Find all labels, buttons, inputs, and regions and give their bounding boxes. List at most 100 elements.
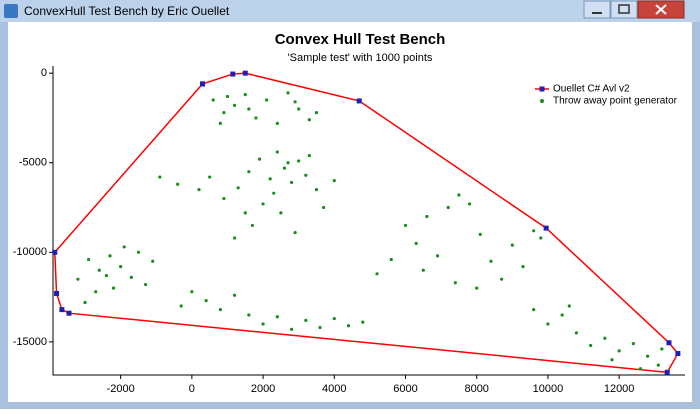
maximize-button[interactable] bbox=[610, 0, 638, 19]
point bbox=[304, 318, 308, 322]
legend-label: Throw away point generator bbox=[553, 96, 678, 107]
hull-vertex bbox=[52, 249, 58, 255]
point bbox=[94, 290, 98, 294]
y-tick-label: 0 bbox=[41, 67, 47, 79]
point bbox=[222, 196, 226, 201]
point bbox=[247, 107, 251, 111]
point bbox=[293, 100, 297, 104]
hull-vertex bbox=[200, 81, 206, 87]
point bbox=[257, 157, 262, 161]
point bbox=[567, 304, 571, 308]
point bbox=[76, 277, 80, 281]
point bbox=[574, 331, 579, 335]
point bbox=[475, 286, 479, 290]
point bbox=[293, 230, 297, 235]
point bbox=[521, 265, 525, 269]
point bbox=[232, 293, 237, 297]
point bbox=[87, 257, 91, 262]
point bbox=[361, 320, 365, 324]
point bbox=[129, 275, 133, 279]
minimize-button[interactable] bbox=[583, 0, 611, 19]
point bbox=[500, 277, 504, 281]
maximize-icon bbox=[618, 4, 630, 14]
point bbox=[289, 180, 294, 185]
point bbox=[304, 173, 308, 177]
point bbox=[457, 193, 461, 197]
point bbox=[560, 313, 564, 317]
close-icon bbox=[655, 4, 667, 15]
x-tick-label: 6000 bbox=[393, 383, 417, 395]
point bbox=[204, 299, 208, 303]
point bbox=[286, 161, 290, 165]
point bbox=[297, 107, 301, 111]
point bbox=[261, 322, 265, 326]
point bbox=[297, 159, 301, 163]
hull-vertex bbox=[356, 98, 362, 104]
point bbox=[631, 342, 635, 346]
hull-vertex bbox=[242, 70, 248, 76]
point bbox=[389, 257, 393, 262]
hull-vertex bbox=[54, 290, 60, 296]
point bbox=[218, 121, 222, 125]
point bbox=[151, 259, 155, 263]
point bbox=[83, 300, 87, 305]
x-tick-label: 2000 bbox=[251, 383, 275, 395]
point bbox=[250, 223, 254, 228]
point bbox=[236, 186, 240, 190]
point bbox=[603, 336, 607, 340]
point bbox=[211, 98, 215, 102]
hull-vertex bbox=[666, 340, 672, 346]
point bbox=[265, 98, 269, 102]
point bbox=[225, 94, 230, 99]
title-bar bbox=[0, 0, 700, 22]
point bbox=[322, 205, 326, 210]
point bbox=[425, 214, 429, 219]
point bbox=[272, 191, 276, 195]
point bbox=[268, 177, 272, 181]
hull-vertex bbox=[664, 369, 670, 375]
point bbox=[646, 354, 650, 358]
point bbox=[375, 272, 379, 276]
point bbox=[307, 153, 311, 158]
point bbox=[414, 241, 418, 245]
point bbox=[179, 304, 183, 308]
point bbox=[638, 367, 643, 371]
legend-label: Ouellet C# Avl v2 bbox=[553, 84, 630, 95]
chart-area bbox=[8, 22, 692, 402]
window-title: ConvexHull Test Bench by Eric Ouellet bbox=[24, 4, 230, 18]
hull-vertex bbox=[675, 351, 681, 357]
point bbox=[403, 223, 408, 228]
point bbox=[261, 202, 265, 206]
point bbox=[539, 236, 543, 240]
point bbox=[247, 170, 251, 174]
hull-vertex bbox=[543, 225, 549, 231]
point bbox=[286, 91, 290, 95]
point bbox=[218, 308, 222, 312]
point bbox=[222, 110, 226, 115]
legend-marker bbox=[540, 99, 544, 103]
point bbox=[307, 118, 311, 122]
chart-subtitle: 'Sample test' with 1000 points bbox=[288, 52, 433, 64]
point bbox=[589, 343, 593, 348]
point bbox=[158, 175, 162, 179]
point bbox=[197, 188, 201, 192]
point bbox=[421, 268, 425, 272]
point bbox=[243, 93, 247, 97]
point bbox=[532, 308, 536, 312]
point bbox=[446, 205, 450, 210]
point bbox=[108, 254, 112, 258]
hull-vertex bbox=[66, 310, 72, 316]
point bbox=[243, 211, 247, 215]
point bbox=[332, 179, 336, 183]
point bbox=[346, 324, 351, 328]
point bbox=[467, 202, 472, 206]
point bbox=[318, 325, 322, 330]
point bbox=[510, 243, 514, 247]
y-tick-label: -15000 bbox=[13, 336, 47, 348]
legend-marker bbox=[539, 86, 545, 92]
y-tick-label: -10000 bbox=[13, 246, 47, 258]
point bbox=[532, 229, 536, 233]
point bbox=[289, 327, 294, 331]
point bbox=[332, 316, 336, 321]
